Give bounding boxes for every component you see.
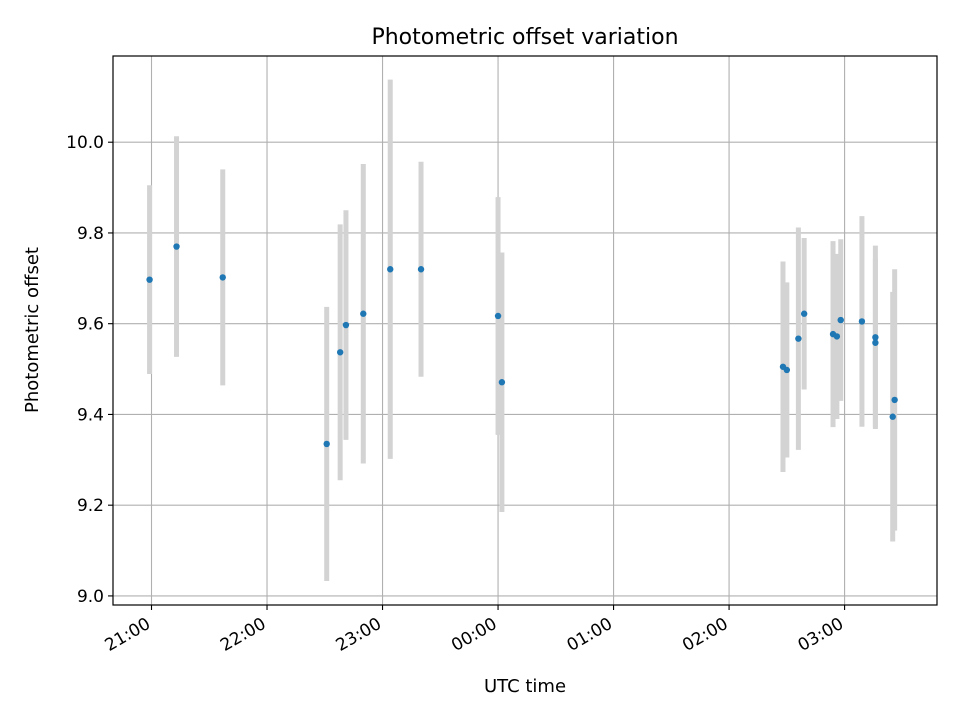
y-axis-label: Photometric offset — [22, 247, 43, 413]
data-point — [219, 274, 226, 281]
y-tick-label: 10.0 — [66, 133, 104, 153]
data-point — [498, 379, 506, 386]
data-point — [342, 321, 350, 329]
data-points — [146, 243, 898, 448]
y-tick-label: 9.8 — [77, 224, 104, 244]
y-tick-label: 9.0 — [77, 587, 104, 607]
data-point — [336, 349, 344, 356]
data-point — [889, 413, 896, 420]
data-point — [858, 318, 866, 325]
x-axis-label: UTC time — [484, 676, 566, 697]
data-point — [417, 266, 425, 273]
data-point — [173, 243, 180, 250]
y-tick-label: 9.2 — [77, 496, 104, 516]
data-point — [783, 366, 791, 374]
data-point — [833, 333, 841, 340]
data-point — [360, 310, 367, 317]
plot-frame — [112, 55, 938, 606]
chart-title: Photometric offset variation — [371, 25, 678, 50]
data-point — [837, 316, 844, 324]
data-point — [795, 335, 802, 342]
data-point — [872, 334, 879, 341]
y-tick-label: 9.6 — [77, 315, 104, 335]
y-axis-ticks: 9.0 9.2 9.4 9.6 9.8 10.0 — [66, 133, 113, 607]
data-point — [872, 339, 879, 346]
y-tick-label: 9.4 — [77, 405, 104, 425]
data-point — [146, 276, 153, 283]
data-point — [800, 310, 808, 317]
data-point — [494, 312, 502, 320]
data-point — [891, 396, 898, 404]
data-point — [323, 440, 330, 448]
data-point — [387, 266, 394, 273]
